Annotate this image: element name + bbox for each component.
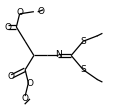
Text: N: N [54,50,61,59]
Text: S: S [80,65,85,74]
Text: O: O [8,72,15,81]
Text: O: O [16,8,23,17]
Text: O: O [21,94,28,103]
Text: O: O [37,7,44,16]
Text: S: S [80,37,85,46]
Text: O: O [5,23,12,32]
Text: O: O [26,79,33,88]
